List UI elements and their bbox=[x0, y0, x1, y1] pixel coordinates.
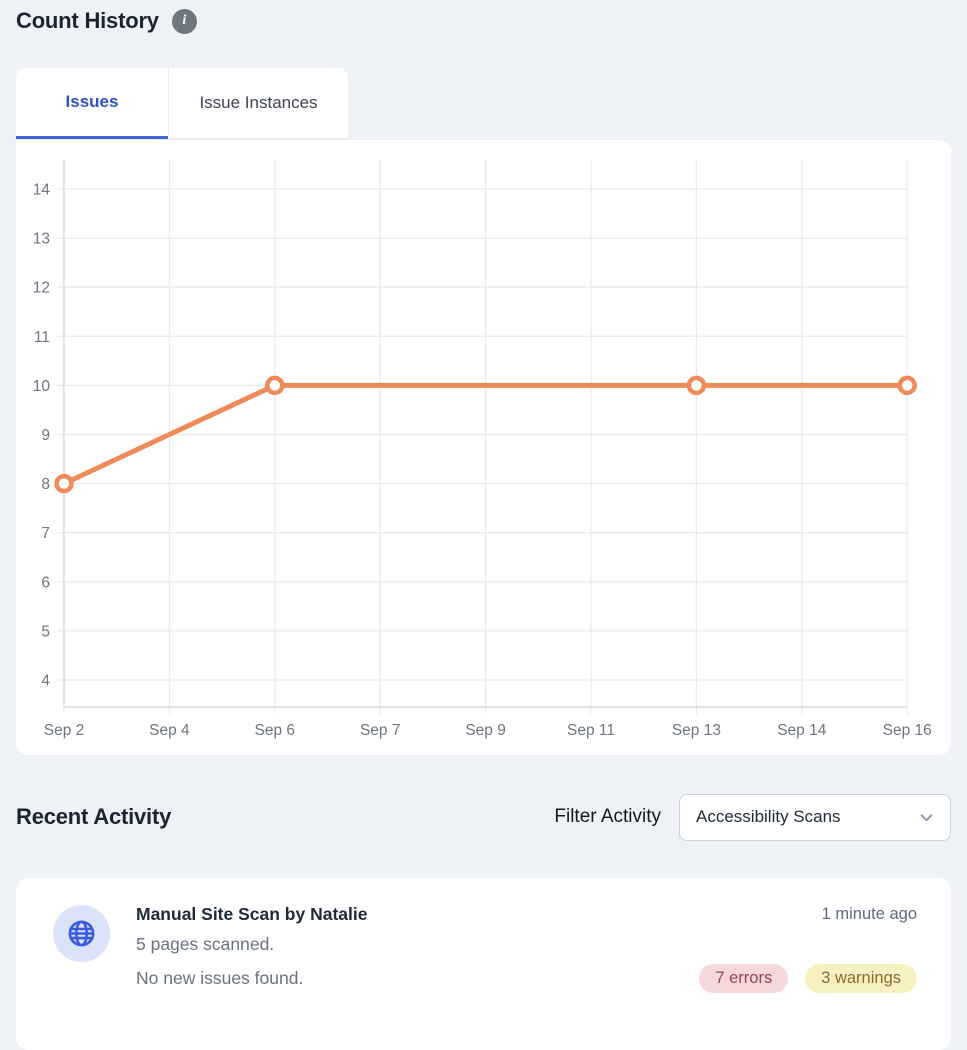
activity-title: Manual Site Scan by Natalie bbox=[136, 904, 368, 924]
warning-count-badge: 3 warnings bbox=[805, 964, 917, 993]
count-history-line-chart: Sep 2 Sep 4 Sep 6 Sep 7 Sep 9 Sep 11 Sep 13 Sep… bbox=[33, 160, 932, 739]
avatar bbox=[53, 905, 110, 962]
count-history-chart-card: Sep 2 Sep 4 Sep 6 Sep 7 Sep 9 Sep 11 Sep 13 Sep… bbox=[16, 139, 951, 755]
y-axis-label: 6 bbox=[41, 574, 50, 591]
y-axis-label: 9 bbox=[41, 427, 50, 444]
x-axis-label: Sep 11 bbox=[567, 722, 615, 739]
activity-detail-line1: 5 pages scanned. bbox=[136, 934, 275, 954]
activity-card: Manual Site Scan by Natalie 1 minute ago… bbox=[16, 878, 951, 1050]
tab-issues-label: Issues bbox=[65, 92, 119, 111]
globe-icon bbox=[68, 920, 95, 947]
recent-activity-title: Recent Activity bbox=[16, 804, 172, 829]
y-axis-label: 13 bbox=[33, 231, 50, 248]
filter-activity-label: Filter Activity bbox=[554, 806, 661, 827]
filter-activity-dropdown[interactable]: Accessibility Scans bbox=[679, 793, 951, 841]
data-point-marker[interactable] bbox=[54, 473, 74, 494]
activity-timestamp: 1 minute ago bbox=[821, 905, 917, 923]
activity-detail-line2: No new issues found. bbox=[136, 968, 304, 988]
x-axis-label: Sep 2 bbox=[44, 722, 85, 739]
y-axis-label: 8 bbox=[41, 476, 50, 493]
data-point-marker[interactable] bbox=[686, 375, 707, 396]
y-axis-label: 12 bbox=[33, 280, 50, 297]
data-point-marker[interactable] bbox=[897, 375, 917, 396]
x-axis-label: Sep 13 bbox=[672, 722, 721, 739]
x-axis-label: Sep 14 bbox=[777, 722, 827, 739]
y-axis-label: 4 bbox=[41, 673, 50, 690]
tab-issue-instances[interactable]: Issue Instances bbox=[168, 68, 348, 139]
chevron-down-icon bbox=[920, 813, 933, 821]
page-title: Count History bbox=[16, 8, 159, 33]
page-header: Count History i bbox=[16, 8, 197, 34]
y-axis-label: 7 bbox=[41, 525, 50, 542]
tab-issues[interactable]: Issues bbox=[16, 68, 168, 139]
y-axis-label: 5 bbox=[41, 623, 50, 640]
x-axis-label: Sep 4 bbox=[149, 722, 190, 739]
x-axis-label: Sep 6 bbox=[255, 722, 296, 739]
series-line bbox=[61, 382, 910, 487]
dropdown-selected-value: Accessibility Scans bbox=[696, 807, 841, 826]
recent-activity-header: Recent Activity Filter Activity Accessib… bbox=[16, 791, 951, 843]
error-count-badge: 7 errors bbox=[699, 964, 789, 993]
badge-group: 7 errors 3 warnings bbox=[699, 964, 917, 993]
x-axis-label: Sep 7 bbox=[360, 722, 401, 739]
x-axis-label: Sep 9 bbox=[465, 722, 506, 739]
activity-content: Manual Site Scan by Natalie 1 minute ago… bbox=[136, 904, 917, 1002]
info-icon[interactable]: i bbox=[171, 8, 197, 34]
x-axis-label: Sep 16 bbox=[883, 722, 932, 739]
y-axis-label: 10 bbox=[33, 378, 51, 395]
y-axis-label: 11 bbox=[34, 329, 50, 346]
data-point-marker[interactable] bbox=[265, 375, 285, 396]
chart-tabs: Issues Issue Instances bbox=[16, 68, 348, 139]
tab-issue-instances-label: Issue Instances bbox=[199, 93, 318, 112]
filter-activity-group: Filter Activity Accessibility Scans bbox=[554, 793, 951, 841]
y-axis-label: 14 bbox=[33, 182, 51, 199]
